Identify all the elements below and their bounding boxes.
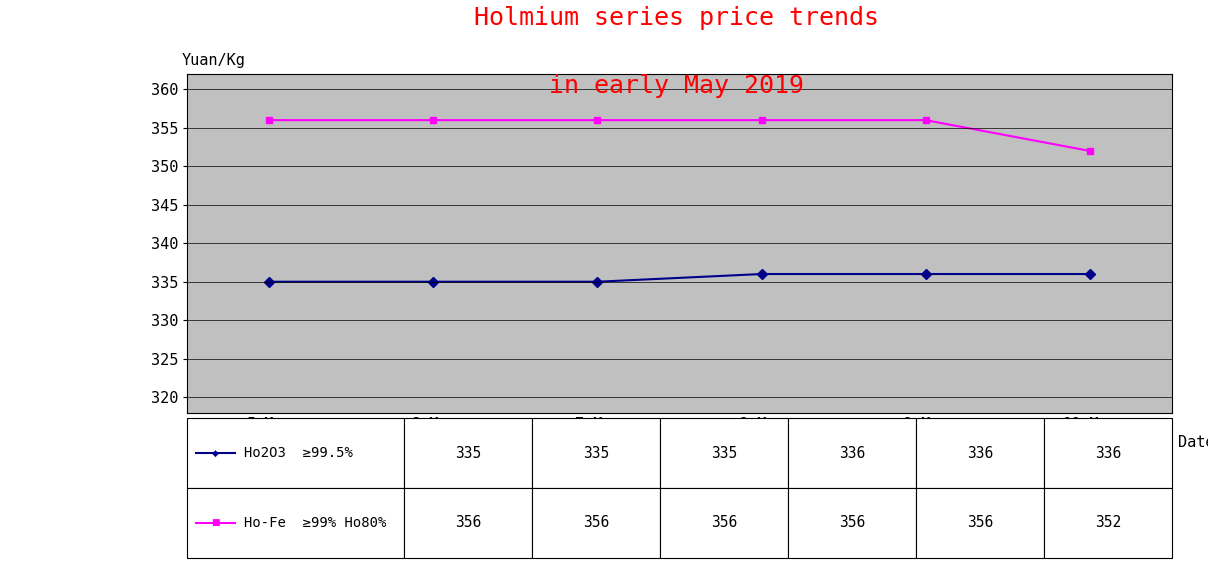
Ho-Fe  ≥99% Ho80% (591, 117, 605, 123)
Text: 335: 335 (582, 446, 609, 460)
Text: 335: 335 (710, 446, 737, 460)
Ho2O3  ≥99.5% (1082, 271, 1097, 278)
Text: Ho2O3  ≥99.5%: Ho2O3 ≥99.5% (244, 446, 353, 460)
Ho2O3  ≥99.5% (426, 278, 441, 285)
Text: ■: ■ (211, 518, 220, 527)
Text: 356: 356 (838, 516, 865, 530)
Text: 356: 356 (454, 516, 481, 530)
Text: 336: 336 (966, 446, 993, 460)
Text: 336: 336 (838, 446, 865, 460)
Text: Date: Date (1178, 435, 1208, 450)
Ho2O3  ≥99.5% (754, 271, 768, 278)
Text: 336: 336 (1094, 446, 1121, 460)
Ho-Fe  ≥99% Ho80% (918, 117, 933, 123)
Ho2O3  ≥99.5% (918, 271, 933, 278)
Text: 356: 356 (966, 516, 993, 530)
Text: Holmium series price trends: Holmium series price trends (474, 6, 879, 30)
Text: ◆: ◆ (211, 448, 219, 457)
Ho2O3  ≥99.5% (591, 278, 605, 285)
Ho-Fe  ≥99% Ho80% (426, 117, 441, 123)
Ho-Fe  ≥99% Ho80% (754, 117, 768, 123)
Text: 335: 335 (454, 446, 481, 460)
Text: Ho-Fe  ≥99% Ho80%: Ho-Fe ≥99% Ho80% (244, 516, 385, 530)
Text: Yuan/Kg: Yuan/Kg (181, 53, 245, 68)
Line: Ho2O3  ≥99.5%: Ho2O3 ≥99.5% (266, 270, 1093, 285)
Text: in early May 2019: in early May 2019 (548, 74, 805, 98)
Ho2O3  ≥99.5% (262, 278, 277, 285)
Text: 356: 356 (710, 516, 737, 530)
Text: 352: 352 (1094, 516, 1121, 530)
Line: Ho-Fe  ≥99% Ho80%: Ho-Fe ≥99% Ho80% (266, 117, 1093, 154)
Ho-Fe  ≥99% Ho80% (262, 117, 277, 123)
Text: 356: 356 (582, 516, 609, 530)
Ho-Fe  ≥99% Ho80% (1082, 147, 1097, 154)
